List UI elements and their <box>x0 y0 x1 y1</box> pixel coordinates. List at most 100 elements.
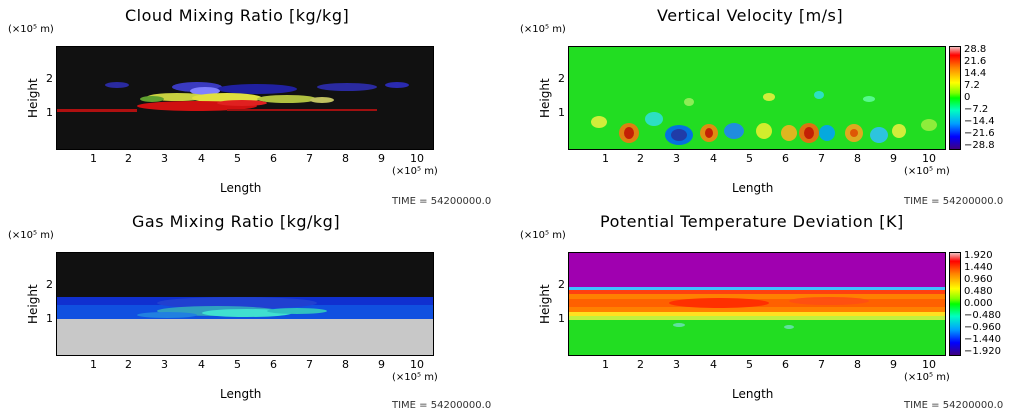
time-stamp: TIME = 54200000.0 <box>392 400 492 411</box>
y-axis-label: Height <box>26 78 40 118</box>
plot-area <box>56 252 434 356</box>
y-unit-label: (×10⁵ m) <box>520 24 566 35</box>
x-axis-label: Length <box>220 387 262 401</box>
colorbar-label: −0.480 <box>964 310 1002 321</box>
x-tick-4: 4 <box>710 152 717 165</box>
colorbar-label: −14.4 <box>964 116 995 127</box>
colorbar-label: 0.000 <box>964 298 993 309</box>
x-tick-1: 1 <box>90 152 97 165</box>
x-tick-4: 4 <box>710 358 717 371</box>
plot-area <box>568 252 946 356</box>
x-tick-6: 6 <box>270 358 277 371</box>
x-tick-6: 6 <box>782 358 789 371</box>
x-tick-4: 4 <box>198 358 205 371</box>
y-tick-2: 2 <box>558 278 565 291</box>
x-tick-8: 8 <box>854 358 861 371</box>
colorbar-label: 1.920 <box>964 250 993 261</box>
y-tick-2: 2 <box>46 72 53 85</box>
velocity-heatmap <box>569 47 945 149</box>
x-tick-7: 7 <box>818 152 825 165</box>
time-stamp: TIME = 54200000.0 <box>904 400 1004 411</box>
time-stamp: TIME = 54200000.0 <box>392 196 492 207</box>
colorbar-label: 1.440 <box>964 262 993 273</box>
x-tick-8: 8 <box>342 152 349 165</box>
colorbar-label: −28.8 <box>964 140 995 151</box>
x-tick-2: 2 <box>637 358 644 371</box>
plot-area <box>568 46 946 150</box>
panel-title: Potential Temperature Deviation [K] <box>600 212 904 231</box>
y-unit-label: (×10⁵ m) <box>520 230 566 241</box>
gas-heatmap <box>57 253 433 355</box>
x-tick-1: 1 <box>90 358 97 371</box>
colorbar-label: −1.920 <box>964 346 1002 357</box>
colorbar-label: −21.6 <box>964 128 995 139</box>
x-unit-label: (×10⁵ m) <box>392 372 438 383</box>
x-tick-8: 8 <box>854 152 861 165</box>
temperature-heatmap <box>569 253 945 355</box>
y-tick-1: 1 <box>558 106 565 119</box>
panel-potential-temperature: Potential Temperature Deviation [K] (×10… <box>512 206 1024 412</box>
colorbar-label: 14.4 <box>964 68 987 79</box>
x-tick-6: 6 <box>782 152 789 165</box>
x-tick-9: 9 <box>890 152 897 165</box>
colorbar-label: −1.440 <box>964 334 1002 345</box>
panel-vertical-velocity: Vertical Velocity [m/s] (×10⁵ m) Height … <box>512 0 1024 207</box>
x-tick-4: 4 <box>198 152 205 165</box>
plot-area <box>56 46 434 150</box>
y-tick-2: 2 <box>46 278 53 291</box>
y-unit-label: (×10⁵ m) <box>8 24 54 35</box>
panel-cloud-mixing-ratio: Cloud Mixing Ratio [kg/kg] (×10⁵ m) Heig… <box>0 0 512 207</box>
y-axis-label: Height <box>26 284 40 324</box>
x-tick-1: 1 <box>602 152 609 165</box>
x-tick-6: 6 <box>270 152 277 165</box>
colorbar <box>949 46 961 150</box>
x-tick-3: 3 <box>161 152 168 165</box>
x-unit-label: (×10⁵ m) <box>392 166 438 177</box>
colorbar <box>949 252 961 356</box>
colorbar-label: 28.8 <box>964 44 987 55</box>
colorbar-label: 0 <box>964 92 971 103</box>
x-tick-7: 7 <box>306 358 313 371</box>
colorbar-label: 7.2 <box>964 80 980 91</box>
y-tick-1: 1 <box>46 106 53 119</box>
x-tick-10: 10 <box>922 358 936 371</box>
x-tick-9: 9 <box>378 358 385 371</box>
cloud-heatmap <box>57 47 433 149</box>
colorbar-label: 0.480 <box>964 286 993 297</box>
x-unit-label: (×10⁵ m) <box>904 166 950 177</box>
panel-title: Vertical Velocity [m/s] <box>657 6 844 25</box>
x-tick-2: 2 <box>637 152 644 165</box>
panel-gas-mixing-ratio: Gas Mixing Ratio [kg/kg] (×10⁵ m) Height… <box>0 206 512 412</box>
colorbar-label: 0.960 <box>964 274 993 285</box>
x-tick-5: 5 <box>746 358 753 371</box>
panel-title: Gas Mixing Ratio [kg/kg] <box>132 212 341 231</box>
colorbar-label: 21.6 <box>964 56 987 67</box>
x-axis-label: Length <box>220 181 262 195</box>
x-tick-7: 7 <box>306 152 313 165</box>
x-tick-9: 9 <box>378 152 385 165</box>
x-tick-10: 10 <box>922 152 936 165</box>
x-tick-3: 3 <box>161 358 168 371</box>
x-tick-1: 1 <box>602 358 609 371</box>
x-tick-5: 5 <box>234 358 241 371</box>
colorbar-label: −0.960 <box>964 322 1002 333</box>
colorbar-label: −7.2 <box>964 104 989 115</box>
x-tick-3: 3 <box>673 152 680 165</box>
x-tick-10: 10 <box>410 152 424 165</box>
x-unit-label: (×10⁵ m) <box>904 372 950 383</box>
x-tick-9: 9 <box>890 358 897 371</box>
x-tick-2: 2 <box>125 152 132 165</box>
x-tick-5: 5 <box>234 152 241 165</box>
y-tick-2: 2 <box>558 72 565 85</box>
x-tick-5: 5 <box>746 152 753 165</box>
y-axis-label: Height <box>538 78 552 118</box>
y-unit-label: (×10⁵ m) <box>8 230 54 241</box>
x-tick-3: 3 <box>673 358 680 371</box>
y-tick-1: 1 <box>558 312 565 325</box>
x-tick-10: 10 <box>410 358 424 371</box>
x-tick-8: 8 <box>342 358 349 371</box>
x-axis-label: Length <box>732 181 774 195</box>
x-tick-7: 7 <box>818 358 825 371</box>
x-tick-2: 2 <box>125 358 132 371</box>
y-axis-label: Height <box>538 284 552 324</box>
